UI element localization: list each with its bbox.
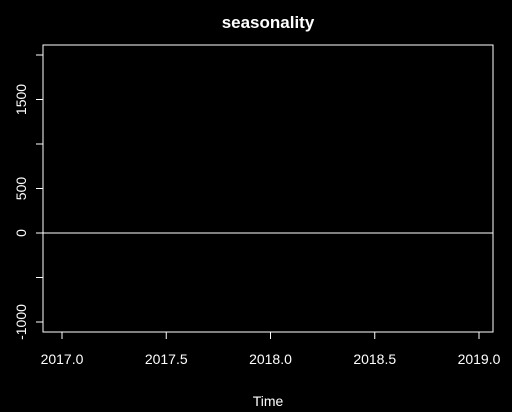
- y-axis: -1000 0 500 1500: [13, 54, 44, 340]
- chart-title: seasonality: [222, 13, 315, 32]
- x-axis: 2017.0 2017.5 2018.0 2018.5 2019.0: [41, 331, 501, 367]
- x-tick-label: 2017.5: [145, 351, 188, 367]
- x-axis-label: Time: [253, 393, 284, 409]
- x-tick-label: 2018.5: [353, 351, 396, 367]
- y-tick-label: 0: [13, 229, 29, 237]
- y-tick-label: -1000: [13, 304, 29, 340]
- y-tick-label: 500: [13, 177, 29, 201]
- x-tick-label: 2019.0: [458, 351, 501, 367]
- y-tick-label: 1500: [13, 84, 29, 115]
- x-tick-label: 2017.0: [41, 351, 84, 367]
- x-tick-label: 2018.0: [249, 351, 292, 367]
